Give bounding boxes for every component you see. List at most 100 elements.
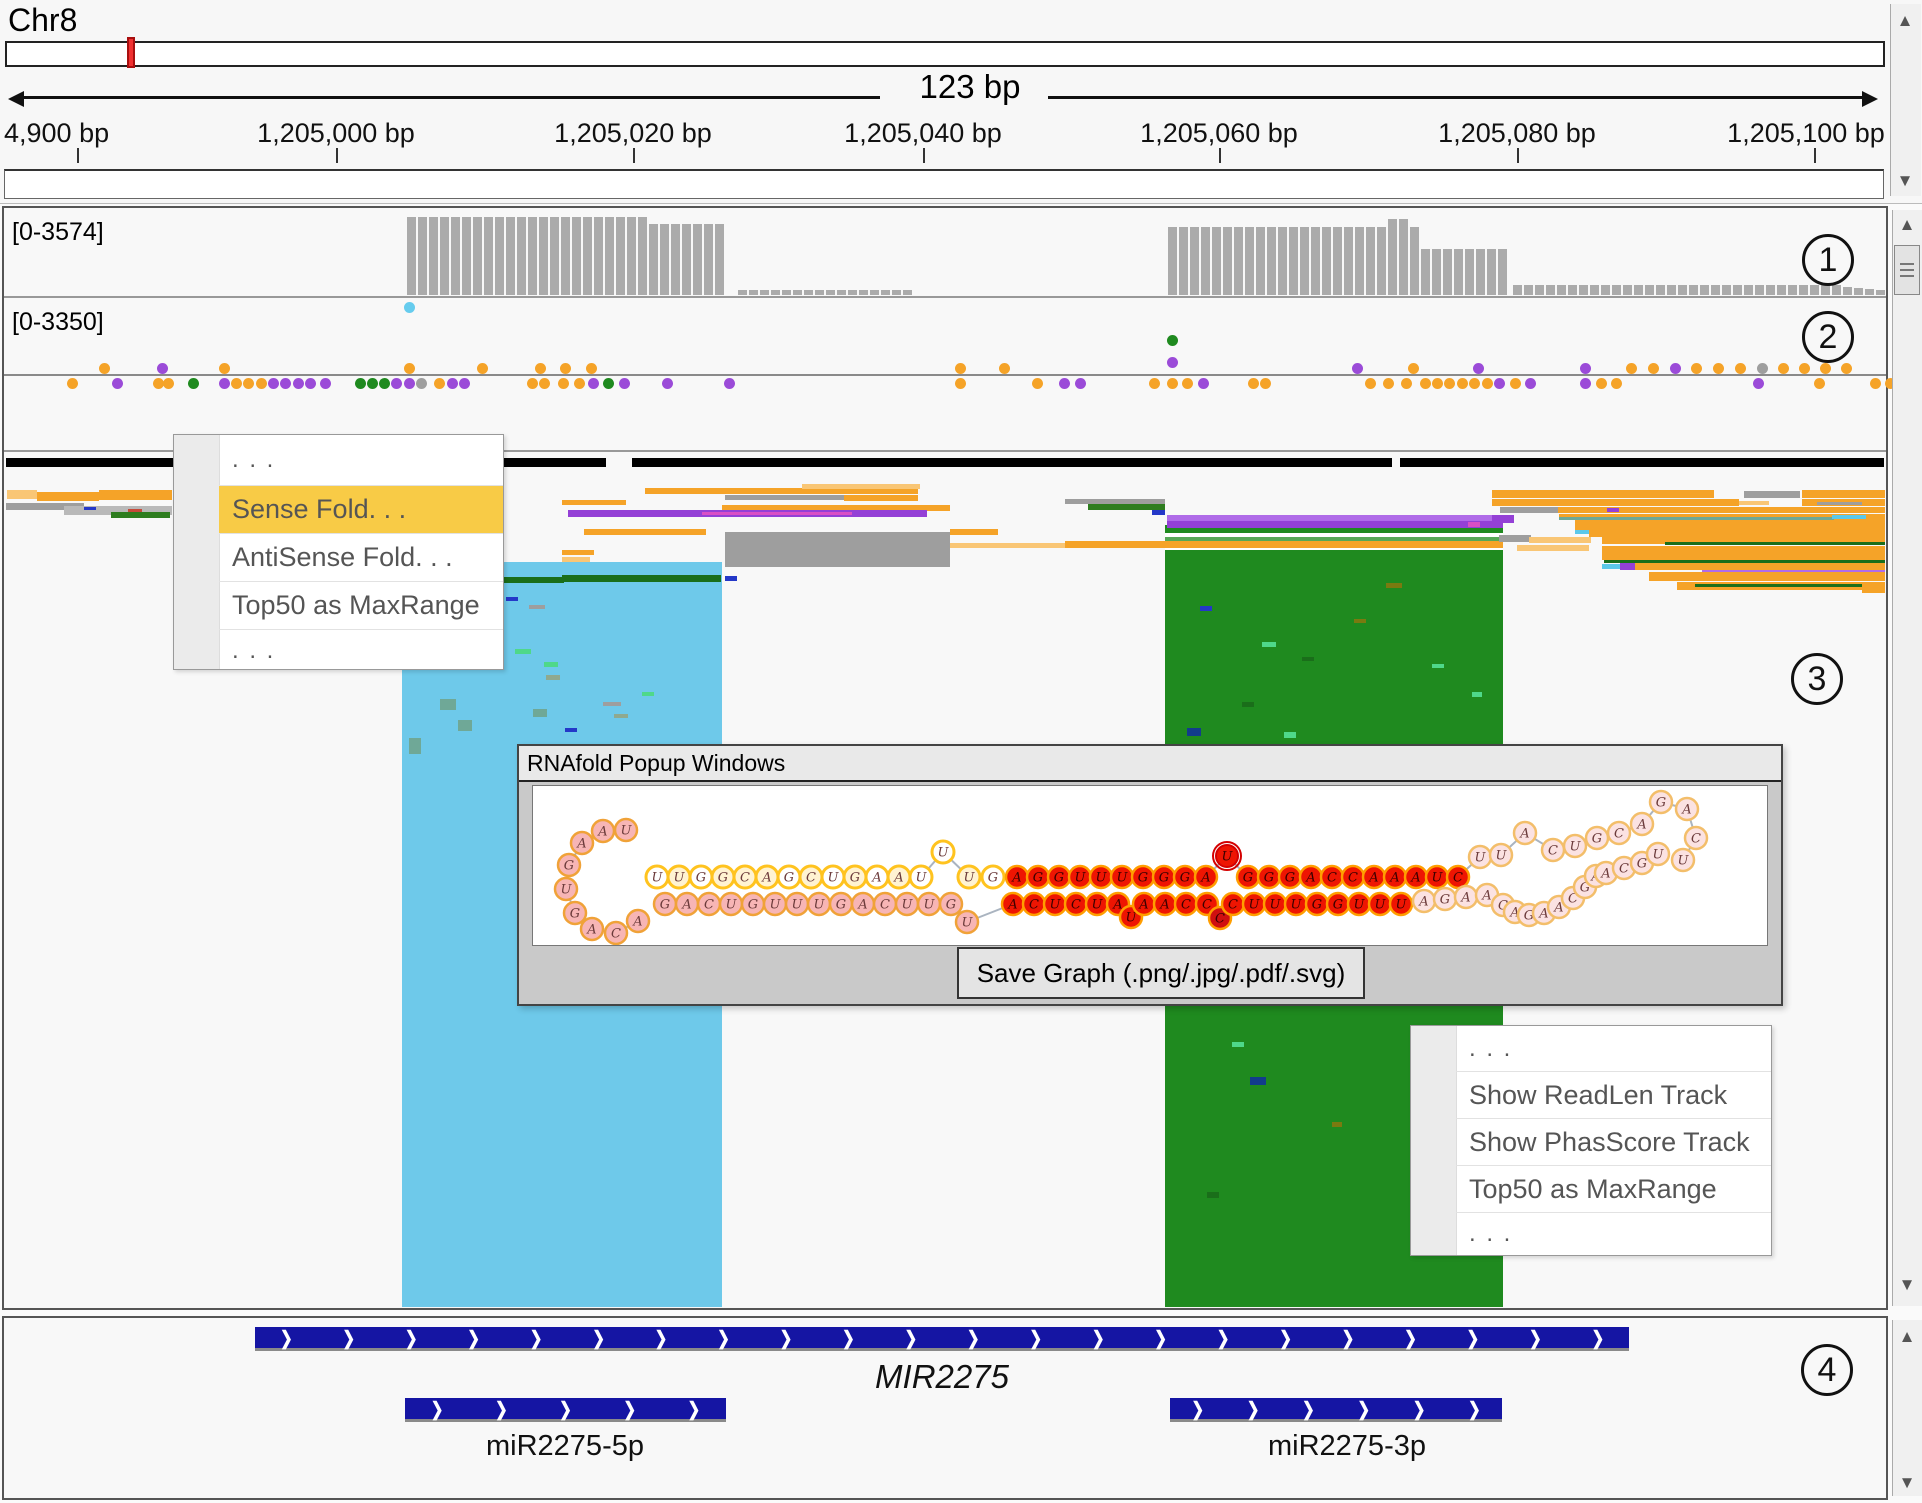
ruler-tick-mark (336, 148, 338, 163)
svg-text:A: A (1200, 871, 1210, 886)
svg-text:U: U (1496, 849, 1508, 864)
menu1-item-antisense-fold[interactable]: AntiSense Fold. . . (219, 534, 503, 582)
svg-text:G: G (570, 907, 580, 922)
header-scroll-down-icon[interactable]: ▼ (1896, 171, 1914, 190)
annotation-scroll-down-icon[interactable]: ▼ (1898, 1473, 1916, 1492)
svg-text:U: U (1117, 871, 1129, 886)
svg-text:G: G (850, 871, 860, 886)
svg-text:C: C (1181, 898, 1191, 913)
annotation-scrollbar[interactable] (1892, 1320, 1922, 1496)
svg-text:C: C (1348, 871, 1358, 886)
svg-text:U: U (1270, 898, 1282, 913)
svg-text:G: G (696, 871, 706, 886)
annotation-scroll-up-icon[interactable]: ▲ (1898, 1327, 1916, 1346)
svg-text:G: G (564, 859, 574, 874)
svg-text:A: A (1410, 871, 1420, 886)
ruler-tick-mark (77, 148, 79, 163)
svg-text:A: A (1007, 898, 1017, 913)
svg-text:U: U (828, 871, 840, 886)
menu1-item-top50-maxrange[interactable]: Top50 as MaxRange (219, 582, 503, 630)
menu1-item-sense-fold[interactable]: Sense Fold. . . (219, 486, 503, 534)
svg-text:C: C (1691, 832, 1701, 847)
chromosome-label: Chr8 (8, 2, 78, 38)
track1-badge: 1 (1802, 234, 1854, 286)
svg-text:G: G (1033, 871, 1043, 886)
chromosome-ideogram[interactable] (5, 41, 1885, 67)
menu2-item-show-phasscore[interactable]: Show PhasScore Track (1456, 1119, 1771, 1166)
svg-text:G: G (748, 898, 758, 913)
ruler-tick-label: 1,205,000 bp (257, 118, 415, 148)
svg-text:C: C (1202, 898, 1212, 913)
svg-text:C: C (704, 898, 714, 913)
svg-text:C: C (1215, 912, 1225, 927)
ruler-tick-mark (1219, 148, 1221, 163)
svg-text:C: C (1614, 827, 1624, 842)
mir2275-5p-bar[interactable]: ❯ ❯ ❯ ❯ ❯ (405, 1398, 726, 1422)
mir2275-gene-bar[interactable]: ❯ ❯ ❯ ❯ ❯ ❯ ❯ ❯ ❯ ❯ ❯ ❯ ❯ ❯ ❯ ❯ ❯ ❯ ❯ ❯ ❯ ❯ (255, 1327, 1629, 1351)
svg-text:G: G (718, 871, 728, 886)
track3-badge: 3 (1791, 653, 1843, 705)
svg-text:U: U (1050, 898, 1062, 913)
save-graph-button[interactable]: Save Graph (.png/.jpg/.pdf/.svg) (957, 947, 1365, 999)
header-scrollbar[interactable] (1890, 4, 1921, 196)
svg-text:U: U (1222, 850, 1234, 865)
svg-text:C: C (1029, 898, 1039, 913)
tracks-scroll-down-icon[interactable]: ▼ (1898, 1275, 1916, 1294)
ruler-ticks: 4,900 bp 1,205,000 bp 1,205,020 bp 1,205,04… (0, 0, 1922, 203)
ruler-tick-label: 1,205,040 bp (844, 118, 1002, 148)
svg-text:U: U (1249, 898, 1261, 913)
context-menu-fold: . . . Sense Fold. . . AntiSense Fold. . … (173, 434, 504, 670)
svg-text:G: G (1312, 898, 1322, 913)
svg-text:U: U (1678, 854, 1690, 869)
svg-text:C: C (740, 871, 750, 886)
svg-text:G: G (1333, 898, 1343, 913)
ruler-tick-label: 1,205,080 bp (1438, 118, 1596, 148)
header-panel: Chr8 123 bp 4,900 bp 1,205,000 bp 1,205,02… (0, 0, 1922, 204)
menu2-item-top50-maxrange[interactable]: Top50 as MaxRange (1456, 1166, 1771, 1213)
menu1-item-ellipsis-top[interactable]: . . . (219, 435, 503, 486)
svg-text:C: C (880, 898, 890, 913)
svg-text:U: U (902, 898, 914, 913)
svg-text:C: C (1568, 892, 1578, 907)
header-scroll-up-icon[interactable]: ▲ (1896, 11, 1914, 30)
menu2-gutter (1411, 1026, 1457, 1255)
svg-text:A: A (1509, 906, 1519, 921)
ruler-tick-label: 1,205,020 bp (554, 118, 712, 148)
tracks-scrollbar[interactable] (1892, 210, 1922, 1306)
svg-text:C: C (1619, 862, 1629, 877)
track2-scale-label: [0-3350] (12, 308, 104, 336)
svg-text:A: A (1600, 867, 1610, 882)
svg-text:U: U (674, 871, 686, 886)
svg-text:G: G (1440, 893, 1450, 908)
svg-text:U: U (1475, 851, 1487, 866)
ruler-tick-label: 4,900 bp (4, 118, 110, 148)
visible-range-label: 123 bp (919, 68, 1021, 105)
svg-text:G: G (1592, 832, 1602, 847)
ruler-tick-label: 1,205,060 bp (1140, 118, 1298, 148)
menu2-item-ellipsis-bottom[interactable]: . . . (1469, 1220, 1513, 1247)
menu1-gutter (174, 435, 220, 669)
menu2-item-show-readlen[interactable]: Show ReadLen Track (1456, 1072, 1771, 1119)
ruler-tick-label: 1,205,100 bp (1727, 118, 1885, 148)
svg-text:G: G (946, 898, 956, 913)
svg-text:G: G (1180, 871, 1190, 886)
svg-text:A: A (1553, 901, 1563, 916)
svg-text:C: C (1548, 844, 1558, 859)
svg-text:G: G (836, 898, 846, 913)
header-sub-strip (4, 169, 1884, 199)
mir2275-3p-bar[interactable]: ❯ ❯ ❯ ❯ ❯ ❯ (1170, 1398, 1502, 1422)
menu2-item-ellipsis-top[interactable]: . . . (1456, 1026, 1771, 1072)
mir2275-5p-label: miR2275-5p (486, 1430, 644, 1462)
svg-text:G: G (1580, 881, 1590, 896)
menu1-item-ellipsis-bottom[interactable]: . . . (232, 637, 276, 664)
track2-badge: 2 (1802, 311, 1854, 363)
svg-text:G: G (660, 898, 670, 913)
svg-text:U: U (924, 898, 936, 913)
svg-text:A: A (871, 871, 881, 886)
track2-separator (4, 450, 1886, 452)
svg-text:A: A (632, 915, 642, 930)
svg-text:U: U (1570, 840, 1582, 855)
tracks-scroll-up-icon[interactable]: ▲ (1898, 215, 1916, 234)
tracks-scroll-thumb[interactable] (1894, 245, 1920, 295)
